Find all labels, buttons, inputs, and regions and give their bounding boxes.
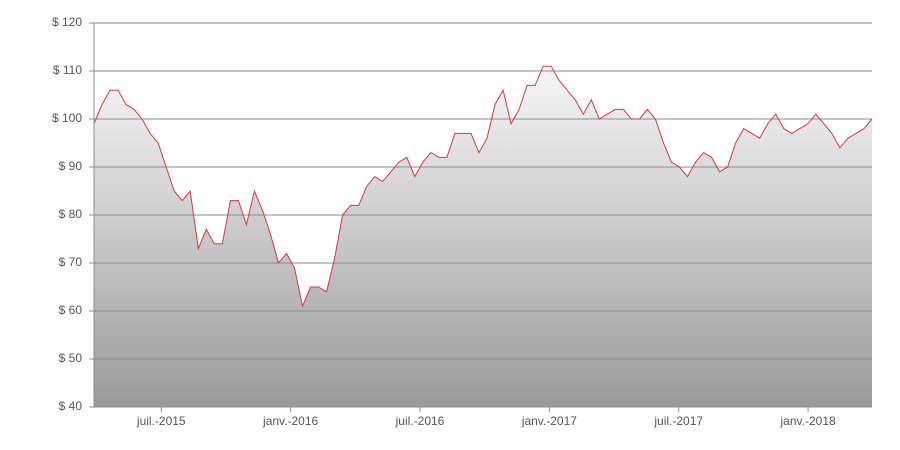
- y-tick-label: $ 80: [59, 207, 83, 221]
- x-tick-label: janv.-2017: [521, 414, 577, 428]
- x-tick-label: juil.-2016: [395, 414, 445, 428]
- y-tick-label: $ 40: [59, 399, 83, 413]
- y-tick-label: $ 100: [52, 111, 82, 125]
- price-line: [93, 65, 873, 308]
- y-tick-label: $ 50: [59, 351, 83, 365]
- y-tick-label: $ 120: [52, 15, 82, 29]
- area-fill: [94, 66, 872, 407]
- x-tick-label: janv.-2018: [780, 414, 836, 428]
- y-tick-label: $ 110: [53, 63, 82, 77]
- x-tick-label: juil.-2015: [136, 414, 186, 428]
- y-tick-label: $ 60: [59, 303, 83, 317]
- y-tick-label: $ 70: [59, 255, 83, 269]
- x-tick-label: juil.-2017: [653, 414, 703, 428]
- y-tick-label: $ 90: [59, 159, 83, 173]
- x-tick-label: janv.-2016: [262, 414, 318, 428]
